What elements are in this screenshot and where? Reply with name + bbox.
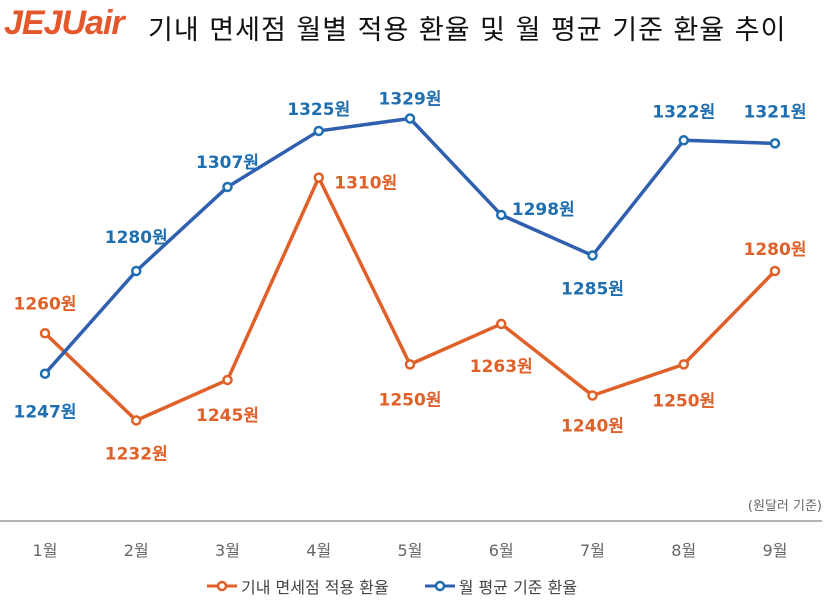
- series-0: 1260원 1232원 1245원 1310원 1250원 1263원 1240원 1250원…: [14, 172, 807, 464]
- x-tick-label: 4월: [306, 541, 331, 560]
- x-tick-label: 8월: [671, 541, 696, 560]
- x-tick-label: 5월: [398, 541, 423, 560]
- data-label: 1280원: [105, 228, 168, 248]
- data-point: [769, 265, 781, 277]
- data-label: 1263원: [470, 357, 533, 377]
- unit-note: (원달러 기준): [747, 499, 822, 514]
- legend-label: 기내 면세점 적용 환율: [241, 578, 389, 597]
- legend-label: 월 평균 기준 환율: [458, 578, 578, 597]
- data-point: [404, 359, 416, 370]
- series-line: [43, 175, 777, 423]
- chart-title: 기내 면세점 월별 적용 환율 및 월 평균 기준 환율 추이: [148, 15, 787, 46]
- data-label: 1321원: [744, 102, 807, 122]
- data-point: [39, 368, 51, 379]
- legend-item-average: 월 평균 기준 환율: [423, 574, 577, 598]
- x-tick-label: 2월: [124, 541, 149, 560]
- data-point: [678, 359, 689, 370]
- data-label: 1322원: [652, 102, 715, 122]
- data-label: 1325원: [287, 100, 350, 120]
- data-point: [131, 415, 142, 426]
- data-point: [39, 328, 51, 339]
- data-label: 1240원: [561, 417, 624, 437]
- legend-marker-blue: [424, 580, 455, 592]
- data-label: 1260원: [14, 294, 77, 314]
- data-point: [496, 209, 507, 221]
- data-label: 1250원: [652, 391, 715, 411]
- data-point: [404, 113, 416, 124]
- data-point: [222, 374, 233, 386]
- data-label: 1250원: [379, 390, 442, 410]
- x-tick-label: 9월: [763, 541, 788, 560]
- legend-marker-orange: [207, 580, 237, 592]
- data-label: 1329원: [379, 89, 442, 109]
- data-point: [587, 250, 598, 261]
- data-label: 1310원: [334, 174, 397, 194]
- data-point: [131, 265, 142, 277]
- data-label: 1307원: [196, 153, 259, 173]
- series-1: 1247원 1280원 1307원 1325원 1329원 1298원 1285원 1322원…: [14, 89, 807, 422]
- data-label: 1232원: [105, 444, 168, 464]
- data-point: [496, 318, 507, 330]
- x-tick-label: 3월: [215, 541, 240, 560]
- x-tick-label: 7월: [580, 541, 605, 560]
- jejuair-logo: JEJUair: [4, 4, 125, 42]
- legend-item-duty-free: 기내 면세점 적용 환율: [205, 574, 389, 598]
- x-tick-label: 1월: [33, 541, 58, 560]
- data-point: [587, 390, 598, 401]
- data-label: 1245원: [196, 406, 259, 426]
- data-point: [678, 135, 689, 146]
- legend: 기내 면세점 적용 환율 월 평균 기준 환율: [205, 574, 577, 598]
- data-point: [313, 172, 324, 183]
- data-label: 1247원: [14, 403, 77, 423]
- data-point: [313, 125, 324, 137]
- data-point: [222, 181, 233, 193]
- x-tick-label: 6월: [489, 541, 514, 560]
- data-label: 1285원: [561, 279, 624, 299]
- data-label: 1298원: [512, 200, 575, 220]
- data-point: [769, 138, 781, 149]
- data-label: 1280원: [744, 240, 807, 260]
